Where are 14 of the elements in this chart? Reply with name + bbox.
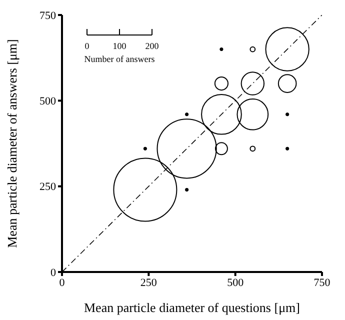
y-tick-label: 250 (40, 181, 56, 194)
x-axis-title: Mean particle diameter of questions [μm] (84, 300, 300, 315)
y-tick-label: 500 (40, 96, 56, 108)
annotation: 100 (112, 41, 127, 51)
annotation: 0 (84, 41, 90, 51)
y-tick-label: 750 (40, 10, 56, 22)
y-axis-title: Mean particle diameter of answers [μm] (4, 39, 20, 248)
x-tick-label: 0 (59, 276, 66, 289)
x-tick-label: 250 (140, 276, 158, 289)
y-tick-label: 0 (50, 266, 56, 279)
x-tick-label: 500 (227, 276, 244, 289)
x-tick-label: 750 (314, 276, 331, 289)
annotation: Number of answers (84, 54, 156, 64)
annotation: 200 (145, 41, 160, 51)
